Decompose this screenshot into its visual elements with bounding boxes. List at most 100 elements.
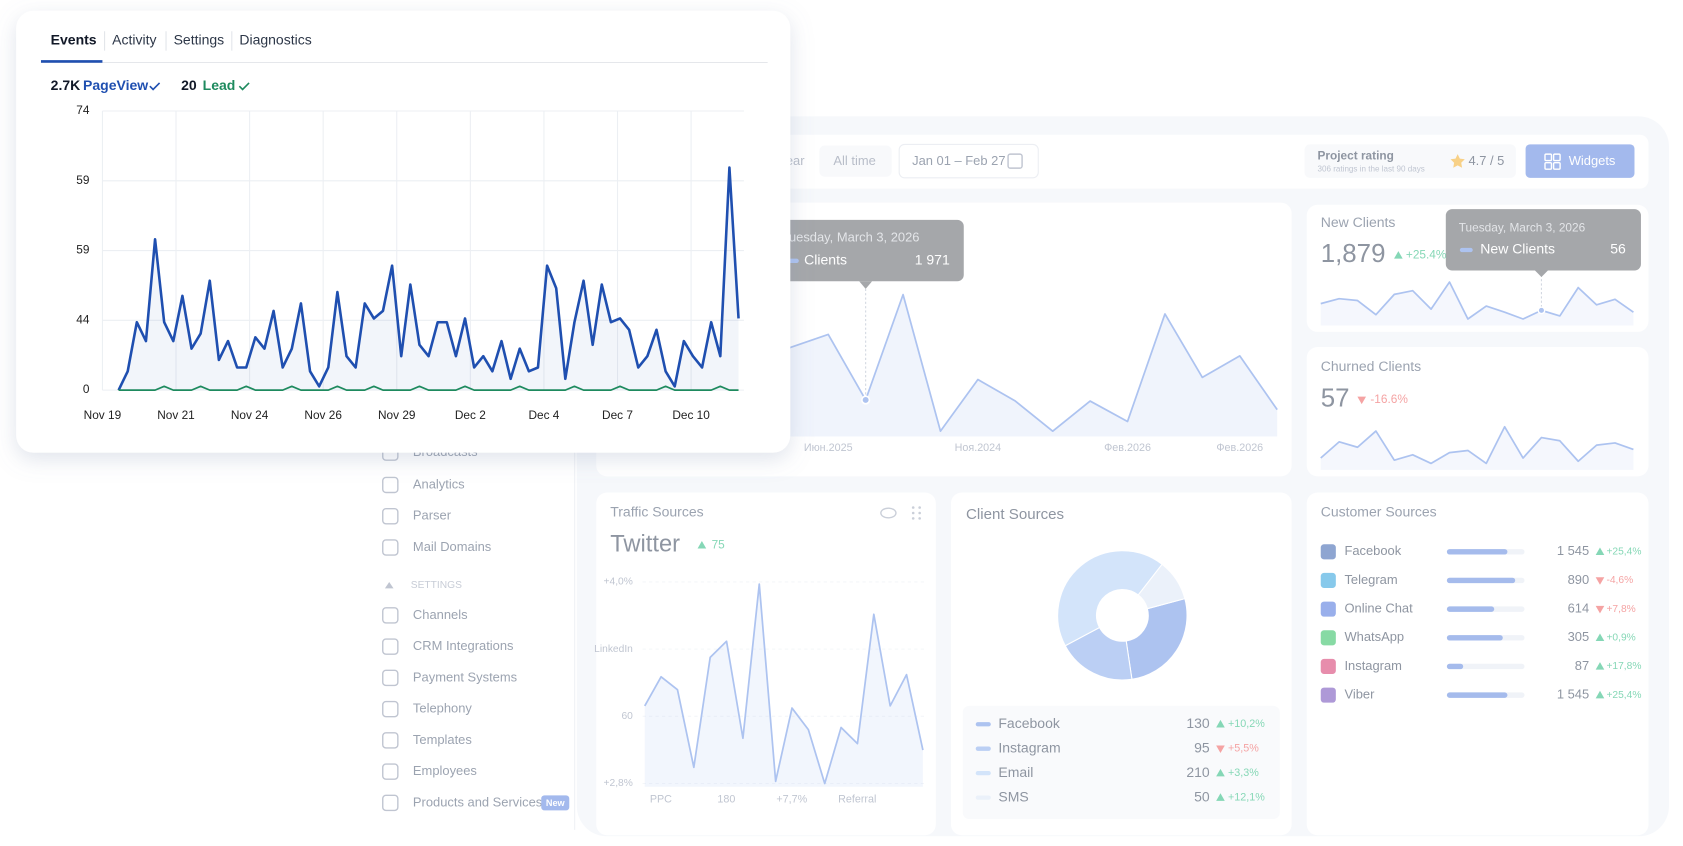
source-delta: -4,6% <box>1606 575 1633 586</box>
tab[interactable]: Settings <box>174 32 225 48</box>
tab[interactable]: Diagnostics <box>239 32 311 48</box>
card-title: Traffic Sources <box>610 504 703 520</box>
date-picker[interactable] <box>898 143 1039 179</box>
rating-value: 4.7 / 5 <box>1468 153 1504 168</box>
bar-track <box>1446 663 1525 670</box>
x-tick-label: Nov 26 <box>304 408 342 422</box>
tab[interactable]: Activity <box>112 32 156 48</box>
tooltip <box>768 219 964 282</box>
source-icon <box>1320 601 1336 617</box>
badge-text: New <box>546 798 566 808</box>
widgets-icon <box>1544 153 1553 162</box>
menu-item[interactable]: Mail Domains <box>413 539 491 554</box>
widgets-label: Widgets <box>1569 153 1616 168</box>
widgets-icon <box>1552 162 1561 170</box>
menu-icon <box>382 607 399 624</box>
legend-value: 130 <box>1186 715 1210 731</box>
drag-handle <box>911 506 915 509</box>
menu-item[interactable]: CRM Integrations <box>413 638 514 653</box>
source-count: 87 <box>1575 658 1589 673</box>
y-tick-label: 60 <box>621 711 633 722</box>
menu-icon <box>382 539 399 556</box>
legend-value: 50 <box>1194 788 1210 804</box>
line <box>643 583 924 785</box>
kpi-value: 1,879 <box>1321 240 1386 268</box>
legend-delta: +10,2% <box>1228 718 1265 730</box>
y-tick-label: LinkedIn <box>594 644 633 655</box>
arrow-up <box>1595 633 1605 642</box>
tab[interactable]: Events <box>51 32 97 48</box>
check-icon <box>238 82 250 91</box>
bar <box>1446 577 1516 584</box>
x-tick-label: Июн.2025 <box>804 442 853 454</box>
tooltip-pointer <box>859 281 873 289</box>
arrow-down <box>1595 577 1605 585</box>
source-label: Telegram <box>1344 572 1397 587</box>
badge <box>541 795 570 811</box>
line <box>1320 425 1634 465</box>
tooltip-title: Tuesday, March 3, 2026 <box>782 230 920 245</box>
tooltip <box>1445 209 1641 271</box>
arrow-up <box>1216 719 1225 728</box>
menu-icon <box>382 794 399 812</box>
source-label: Instagram <box>1344 658 1401 673</box>
kpi-delta: +25.4% <box>1406 248 1447 262</box>
line <box>117 166 740 391</box>
card-title: New Clients <box>1321 214 1396 230</box>
menu-item[interactable]: Templates <box>413 732 472 747</box>
rating-box <box>1304 144 1516 178</box>
hide-icon[interactable] <box>880 507 897 519</box>
menu-item[interactable]: Channels <box>413 607 468 622</box>
source-count: 1 545 <box>1557 687 1589 702</box>
x-tick-label: Dec 10 <box>672 408 710 422</box>
source-delta: 75 <box>712 537 726 551</box>
drag-handle <box>911 511 915 515</box>
tooltip-point <box>861 395 871 405</box>
metric-value: 2.7K <box>51 77 81 93</box>
menu-item[interactable]: Analytics <box>413 476 465 491</box>
source-count: 305 <box>1568 629 1590 644</box>
widgets-icon <box>1544 162 1553 170</box>
legend-label: Instagram <box>998 739 1060 755</box>
calendar-icon <box>1007 153 1023 169</box>
area <box>644 584 923 787</box>
rating-title: Project rating <box>1318 148 1394 162</box>
menu-item[interactable]: Employees <box>413 763 477 778</box>
source-icon <box>1320 572 1336 588</box>
tooltip-value: 56 <box>1610 241 1626 257</box>
menu-icon <box>382 763 399 780</box>
y-tick-label: 0 <box>83 382 90 396</box>
menu-item[interactable]: Parser <box>413 508 452 523</box>
section-label: SETTINGS <box>411 580 462 591</box>
kpi-delta: -16.6% <box>1370 392 1408 406</box>
x-tick-label: Dec 2 <box>455 408 486 422</box>
source-delta: +7,8% <box>1606 604 1635 615</box>
arrow-up <box>697 541 707 549</box>
source-label: Facebook <box>1344 543 1401 558</box>
drag-handle <box>918 506 921 509</box>
bar <box>1446 549 1508 555</box>
x-tick-label: Фев.2026 <box>1216 442 1263 454</box>
menu-icon <box>382 507 399 525</box>
menu-icon <box>382 732 399 749</box>
panel-card <box>16 10 791 453</box>
legend-label: Email <box>998 764 1033 780</box>
legend-label: SMS <box>998 788 1028 804</box>
widgets-button[interactable] <box>1525 144 1635 178</box>
menu-item[interactable]: Products and Services <box>413 794 542 809</box>
legend-value: 95 <box>1194 739 1210 755</box>
menu-icon <box>382 700 399 718</box>
y-tick-label: +4,0% <box>604 577 633 588</box>
x-tick-label: 180 <box>717 794 735 806</box>
legend-delta: +3,3% <box>1228 767 1259 779</box>
menu-item[interactable]: Telephony <box>413 701 472 716</box>
tooltip-swatch <box>1459 247 1473 253</box>
y-tick-label: 59 <box>76 243 90 257</box>
menu-item[interactable]: Payment Systems <box>413 669 517 684</box>
menu-icon <box>382 476 399 494</box>
arrow-up <box>1595 662 1605 670</box>
drag-handle <box>911 517 915 520</box>
drag-handle <box>918 511 921 515</box>
period-option[interactable]: All time <box>833 153 875 168</box>
